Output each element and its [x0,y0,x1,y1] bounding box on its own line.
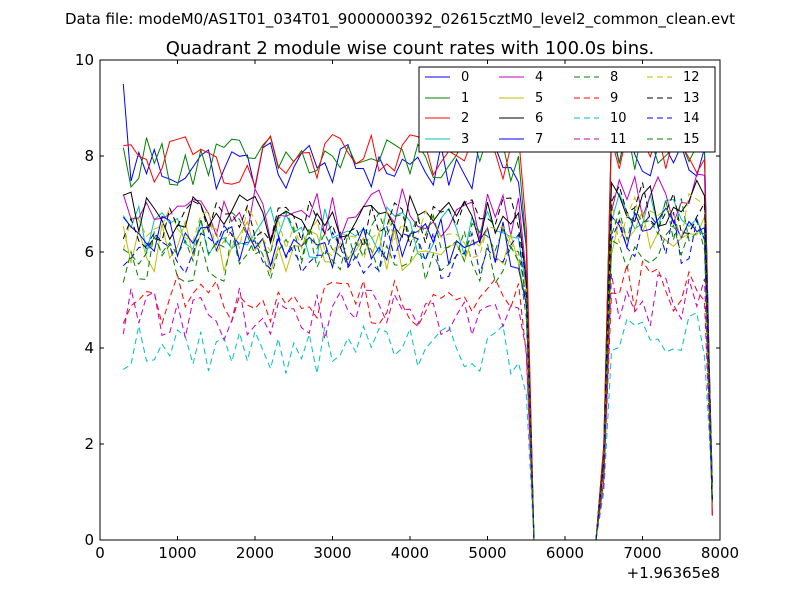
legend-label-4: 4 [535,70,543,85]
x-tick-label: 7000 [623,544,661,562]
series-line-9 [122,260,713,541]
x-tick-label: 0 [95,544,105,562]
series-line-1 [122,125,713,541]
legend-label-5: 5 [535,91,543,106]
legend-label-3: 3 [461,132,469,147]
legend-label-8: 8 [610,70,618,85]
legend-label-0: 0 [461,70,469,85]
legend-label-9: 9 [610,91,618,106]
legend-label-2: 2 [461,111,469,126]
x-tick-label: 2000 [236,544,274,562]
legend-label-12: 12 [683,70,700,85]
legend-label-7: 7 [535,132,543,147]
series-line-7 [122,207,713,541]
y-tick-label: 4 [84,339,94,357]
series-line-13 [122,182,713,541]
legend-label-15: 15 [683,132,700,147]
series-line-4 [122,173,713,541]
chart-title: Quadrant 2 module wise count rates with … [166,38,655,59]
legend-label-14: 14 [683,111,700,126]
x-tick-label: 6000 [546,544,584,562]
series-line-3 [122,191,713,541]
legend-label-13: 13 [683,91,700,106]
series-line-11 [122,273,713,541]
series-line-2 [123,130,713,541]
y-tick-label: 2 [84,435,94,453]
x-tick-label: 8000 [701,544,739,562]
series-line-14 [122,212,713,541]
series-line-5 [122,208,713,541]
y-tick-label: 10 [75,51,94,69]
legend-label-10: 10 [610,111,627,126]
series-line-10 [123,312,713,541]
plot-lines [122,83,713,541]
y-tick-label: 8 [84,147,94,165]
y-tick-label: 0 [84,531,94,549]
x-tick-label: 4000 [391,544,429,562]
y-tick-label: 6 [84,243,94,261]
x-tick-label: 1000 [158,544,196,562]
series-line-12 [122,193,713,541]
x-tick-label: 5000 [468,544,506,562]
chart-suptitle: Data file: modeM0/AS1T01_034T01_90000003… [65,10,735,29]
series-line-8 [122,218,713,541]
series-line-15 [123,198,713,541]
x-offset-label: +1.96365e8 [627,564,720,582]
legend-label-6: 6 [535,111,543,126]
legend-frame [418,66,716,153]
legend-label-1: 1 [461,91,469,106]
legend-label-11: 11 [610,132,627,147]
x-tick-label: 3000 [313,544,351,562]
